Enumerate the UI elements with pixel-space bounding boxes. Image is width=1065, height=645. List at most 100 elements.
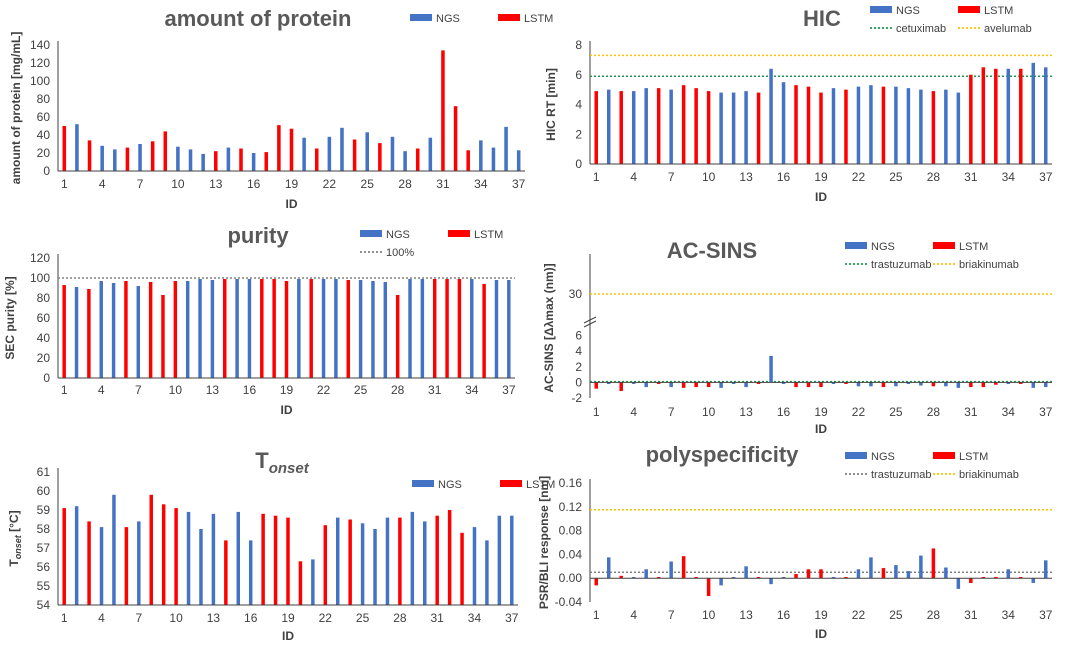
bar-lstm	[260, 279, 264, 378]
y-tick-label: 59	[37, 503, 51, 517]
y-tick-label: -0.04	[555, 595, 583, 609]
bar-ngs	[1031, 578, 1036, 583]
y-tick-label: 54	[37, 598, 51, 612]
bar-ngs	[669, 382, 673, 388]
y-tick-label: 120	[30, 56, 50, 70]
bar-lstm	[1019, 577, 1023, 579]
x-tick-label: 4	[98, 383, 105, 397]
bar-ngs	[1006, 68, 1011, 164]
legend-label: NGS	[386, 229, 410, 241]
bar-lstm	[881, 86, 886, 164]
bar-ngs	[420, 279, 425, 378]
bar-ngs	[906, 88, 911, 164]
y-tick-label: 60	[37, 110, 51, 124]
bar-ngs	[906, 382, 911, 384]
bar-ngs	[494, 280, 499, 378]
x-tick-label: 31	[428, 383, 442, 397]
bar-lstm	[994, 382, 998, 385]
bar-lstm	[378, 143, 382, 171]
bar-lstm	[224, 540, 228, 605]
x-tick-label: 16	[777, 405, 791, 419]
bar-ngs	[919, 89, 923, 164]
x-tick-label: 37	[505, 611, 519, 625]
y-tick-label: 56	[37, 560, 51, 574]
bar-ngs	[956, 382, 961, 388]
bar-lstm	[706, 578, 711, 597]
y-tick-label: 6	[575, 329, 582, 343]
x-tick-label: 28	[927, 170, 941, 184]
x-tick-label: 4	[630, 170, 637, 184]
x-tick-label: 4	[98, 611, 105, 625]
y-tick-label: 100	[30, 271, 50, 285]
chart-title: HIC	[803, 6, 841, 31]
bar-ngs	[408, 279, 412, 378]
bar-lstm	[806, 86, 811, 164]
bar-ngs	[138, 144, 142, 171]
chart-hic: HIC 0 2 4 6 8 1 4 7 10 13 16 19 22 25 28 31 34 37 ID HIC RT …	[544, 5, 1053, 204]
bar-ngs	[894, 86, 898, 164]
bar-ngs	[894, 382, 898, 387]
bar-ngs	[606, 557, 611, 579]
bar-lstm	[125, 147, 130, 171]
y-tick-label: 0.12	[559, 500, 583, 514]
bar-lstm	[756, 577, 761, 579]
bar-ngs	[644, 569, 648, 579]
bar-lstm	[819, 92, 823, 164]
y-tick-label: 120	[30, 251, 50, 265]
bar-ngs	[302, 137, 306, 171]
x-tick-label: 25	[354, 383, 368, 397]
legend-label: NGS	[896, 5, 920, 17]
y-axis-title: Tonset [°C]	[7, 510, 23, 566]
bar-ngs	[360, 523, 365, 605]
bar-lstm	[969, 382, 973, 388]
x-tick-label: 28	[393, 611, 407, 625]
bar-lstm	[398, 517, 402, 605]
y-axis-title-tail: [°C]	[7, 510, 21, 535]
bar-ngs	[358, 280, 363, 378]
bar-ngs	[188, 149, 193, 171]
legend-label: NGS	[871, 451, 895, 463]
bar-lstm	[261, 513, 265, 605]
bar-ngs	[769, 355, 773, 383]
legend-label: LSTM	[474, 229, 503, 241]
x-tick-label: 13	[739, 608, 753, 622]
bar-lstm	[981, 67, 986, 164]
bar-lstm	[87, 289, 91, 378]
legend-label: LSTM	[526, 479, 555, 491]
x-tick-label: 7	[668, 608, 675, 622]
bar-ngs	[510, 515, 514, 605]
x-tick-label: 28	[927, 405, 941, 419]
bar-lstm	[819, 569, 823, 579]
bar-ngs	[744, 91, 748, 164]
bar-ngs	[894, 565, 898, 579]
legend-label: NGS	[436, 13, 460, 25]
bar-ngs	[383, 282, 388, 378]
bar-ngs	[731, 382, 736, 384]
bar-lstm	[62, 126, 67, 171]
x-tick-label: 4	[630, 608, 637, 622]
bar-lstm	[239, 148, 243, 171]
bar-lstm	[435, 515, 439, 605]
bar-lstm	[681, 382, 686, 388]
bar-lstm	[432, 279, 437, 378]
bar-ngs	[247, 279, 252, 378]
x-tick-label: 34	[1002, 405, 1016, 419]
bar-lstm	[482, 284, 486, 378]
legend: NGS LSTM trastuzumab briakinumab	[845, 451, 1019, 481]
x-tick-label: 28	[391, 383, 405, 397]
bar-ngs	[831, 382, 836, 384]
bar-lstm	[150, 141, 155, 171]
x-tick-label: 13	[206, 383, 220, 397]
bar-lstm	[348, 519, 352, 605]
x-tick-label: 25	[889, 608, 903, 622]
bar-ngs	[334, 279, 338, 378]
bar-lstm	[594, 578, 598, 586]
bar-ngs	[74, 287, 79, 378]
x-tick-label: 10	[169, 383, 183, 397]
bar-ngs	[719, 382, 723, 388]
bar-ngs	[781, 382, 786, 384]
bar-ngs	[719, 578, 723, 586]
bar-lstm	[441, 50, 445, 171]
bar-ngs	[1044, 67, 1048, 164]
bar-lstm	[124, 527, 129, 605]
